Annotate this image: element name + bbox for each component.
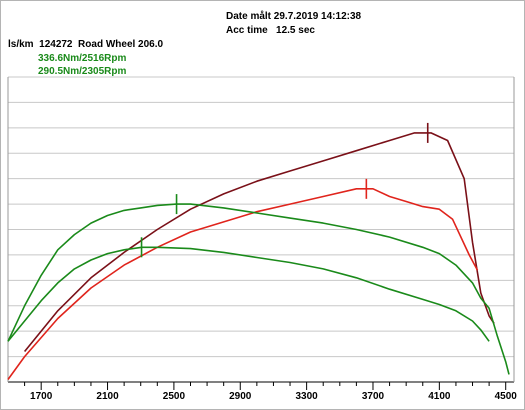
road-wheel-label: ls/km 124272 Road Wheel 206.0 [8,39,164,50]
x-tick-label: 1700 [30,391,53,402]
torque-peak-1-label: 336.6Nm/2516Rpm [38,53,127,64]
x-tick-label: 3700 [362,391,385,402]
x-tick-label: 3300 [295,391,318,402]
torque-peak-2-label: 290.5Nm/2305Rpm [38,66,127,77]
series-line-1 [23,132,495,353]
series-line-2 [7,188,479,380]
series-line-4 [7,246,490,342]
date-label: Date målt 29.7.2019 14:12:38 [226,11,362,22]
x-tick-label: 4500 [495,391,518,402]
x-tick-label: 2500 [163,391,186,402]
acc-time-label: Acc time 12.5 sec [226,25,315,36]
x-tick-label: 2100 [96,391,119,402]
x-tick-label: 2900 [229,391,252,402]
x-tick-label: 4100 [428,391,451,402]
series-line-3 [7,203,510,375]
